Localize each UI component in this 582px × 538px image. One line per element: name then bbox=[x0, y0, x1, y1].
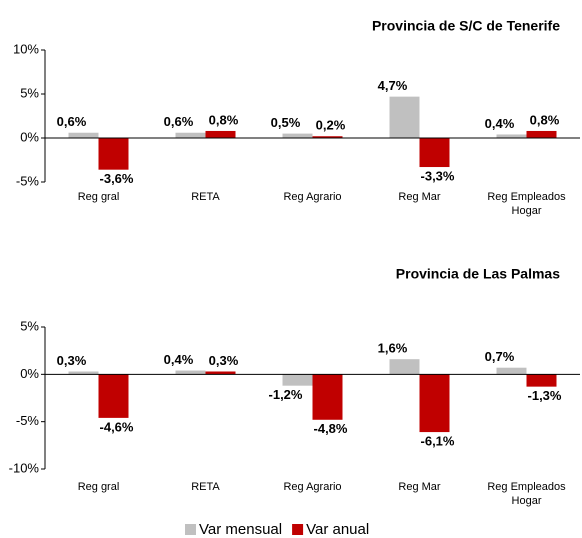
data-label: 0,3% bbox=[57, 353, 87, 368]
bar bbox=[526, 374, 557, 387]
bar bbox=[282, 133, 313, 138]
x-tick-label: Reg Mar bbox=[398, 191, 441, 203]
chart-title: Provincia de Las Palmas bbox=[396, 266, 560, 282]
data-label: 0,5% bbox=[271, 115, 301, 130]
data-label: 0,3% bbox=[209, 353, 239, 368]
y-tick-label: 5% bbox=[20, 85, 39, 100]
bar bbox=[526, 130, 557, 138]
bar bbox=[205, 371, 236, 375]
y-tick-label: -5% bbox=[16, 413, 40, 428]
data-label: 0,2% bbox=[316, 118, 346, 133]
data-label: 4,7% bbox=[378, 78, 408, 93]
chart-title: Provincia de S/C de Tenerife bbox=[372, 18, 560, 34]
legend-swatch bbox=[292, 524, 304, 535]
bar bbox=[282, 374, 313, 386]
data-label: -1,2% bbox=[269, 387, 303, 402]
y-tick-label: -5% bbox=[16, 173, 40, 188]
y-tick-label: -10% bbox=[9, 460, 40, 475]
bar bbox=[98, 374, 129, 418]
data-label: -3,3% bbox=[421, 168, 455, 183]
data-label: 0,6% bbox=[57, 114, 87, 129]
legend-label: Var mensual bbox=[199, 521, 282, 538]
data-label: 0,6% bbox=[164, 114, 194, 129]
x-tick-label: Reg Agrario bbox=[283, 481, 341, 493]
y-tick-label: 0% bbox=[20, 129, 39, 144]
data-label: -4,6% bbox=[100, 419, 134, 434]
y-tick-label: 10% bbox=[13, 41, 39, 56]
data-label: 0,8% bbox=[209, 112, 239, 127]
bar bbox=[205, 130, 236, 138]
y-tick-label: 0% bbox=[20, 366, 39, 381]
bar bbox=[175, 370, 206, 375]
x-tick-label: Reg Empleados Hogar bbox=[487, 481, 566, 507]
bar bbox=[389, 359, 420, 375]
data-label: -3,6% bbox=[100, 171, 134, 186]
legend-swatch bbox=[185, 524, 196, 535]
data-label: 0,7% bbox=[485, 349, 515, 364]
x-tick-label: Reg gral bbox=[78, 481, 120, 493]
x-tick-label: Reg Agrario bbox=[283, 191, 341, 203]
data-label: -4,8% bbox=[314, 421, 348, 436]
bar bbox=[496, 134, 527, 138]
bar bbox=[68, 371, 99, 375]
x-tick-label: Reg Empleados Hogar bbox=[487, 191, 566, 217]
bar bbox=[98, 138, 129, 170]
y-tick-label: 5% bbox=[20, 318, 39, 333]
x-tick-label: RETA bbox=[191, 191, 220, 203]
legend-label: Var anual bbox=[306, 521, 369, 538]
data-label: -6,1% bbox=[421, 434, 455, 449]
data-label: 0,4% bbox=[164, 352, 194, 367]
bar bbox=[175, 132, 206, 138]
data-label: 0,4% bbox=[485, 116, 515, 131]
data-label: -1,3% bbox=[528, 388, 562, 403]
bar bbox=[389, 96, 420, 138]
x-tick-label: RETA bbox=[191, 481, 220, 493]
bar bbox=[496, 367, 527, 375]
x-tick-label: Reg Mar bbox=[398, 481, 441, 493]
x-tick-label: Reg gral bbox=[78, 191, 120, 203]
data-label: 1,6% bbox=[378, 341, 408, 356]
bar bbox=[312, 136, 343, 138]
bar bbox=[419, 374, 450, 433]
bar bbox=[312, 374, 343, 420]
data-label: 0,8% bbox=[530, 112, 560, 127]
bar bbox=[419, 138, 450, 168]
bar bbox=[68, 132, 99, 138]
